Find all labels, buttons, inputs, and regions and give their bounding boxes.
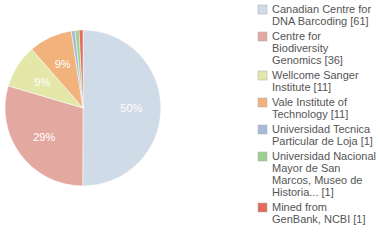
- pie-slice: [83, 30, 161, 186]
- data-label: 9%: [34, 76, 50, 88]
- legend-item: Vale Institute ofTechnology [11]: [258, 96, 348, 120]
- pie: [5, 30, 161, 186]
- legend-item: Centre forBiodiversityGenomics [36]: [258, 30, 343, 66]
- legend-label: Centre forBiodiversityGenomics [36]: [272, 30, 343, 66]
- legend-label: Canadian Centre forDNA Barcoding [61]: [272, 3, 371, 27]
- pie-slice: [71, 30, 83, 108]
- legend-item: Wellcome SangerInstitute [11]: [258, 69, 359, 93]
- pie-slice: [75, 30, 83, 108]
- legend: Canadian Centre forDNA Barcoding [61] Cen…: [258, 3, 376, 225]
- chart-container: 50% 29% 9% 9% Canadian Centre forDNA Barcodi…: [0, 0, 380, 240]
- legend-swatch: [258, 203, 267, 212]
- chart: 50% 29% 9% 9% Canadian Centre forDNA Barcodi…: [0, 0, 380, 240]
- data-label: 50%: [120, 102, 142, 114]
- legend-label: Mined fromGenBank, NCBI [1]: [272, 201, 366, 225]
- legend-swatch: [258, 152, 267, 161]
- legend-swatch: [258, 125, 267, 134]
- legend-swatch: [258, 98, 267, 107]
- data-label: 29%: [33, 131, 55, 143]
- legend-item: Universidad TecnicaParticular de Loja [1…: [258, 123, 373, 147]
- legend-swatch: [258, 71, 267, 80]
- data-labels: 50% 29% 9% 9%: [33, 58, 142, 143]
- pie-slice: [32, 31, 83, 108]
- pie-slice: [79, 30, 83, 108]
- legend-item: Canadian Centre forDNA Barcoding [61]: [258, 3, 371, 27]
- legend-label: Universidad TecnicaParticular de Loja [1…: [272, 123, 373, 147]
- legend-label: Universidad NacionalMayor de SanMarcos, …: [272, 150, 376, 198]
- legend-label: Wellcome SangerInstitute [11]: [272, 69, 359, 93]
- legend-label: Vale Institute ofTechnology [11]: [272, 96, 348, 120]
- legend-item: Universidad NacionalMayor de SanMarcos, …: [258, 150, 376, 198]
- legend-swatch: [258, 5, 267, 14]
- data-label: 9%: [55, 58, 71, 70]
- legend-item: Mined fromGenBank, NCBI [1]: [258, 201, 366, 225]
- legend-swatch: [258, 32, 267, 41]
